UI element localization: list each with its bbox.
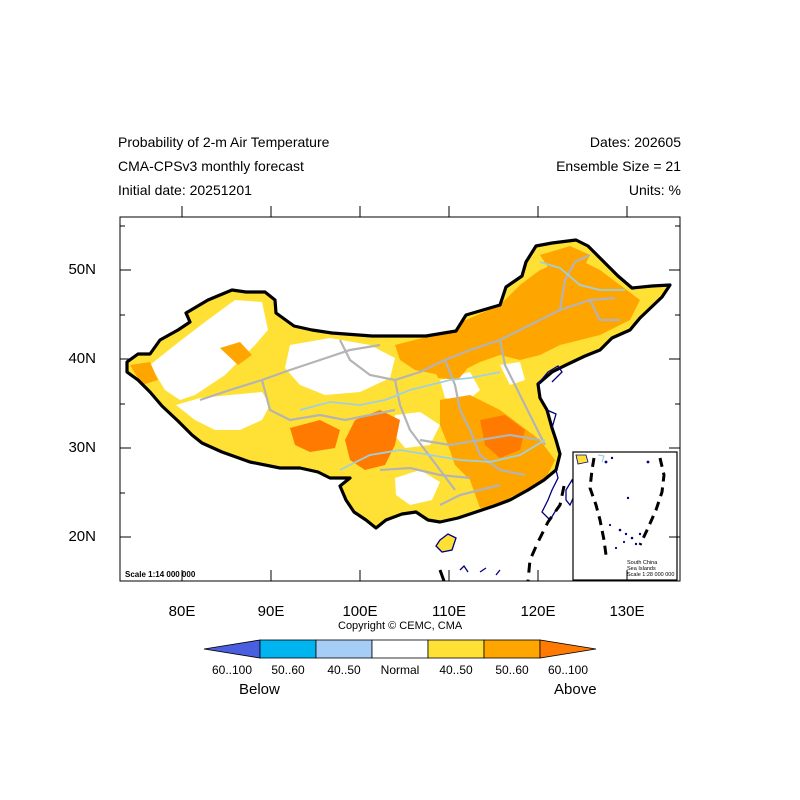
fill-darkorange-tibet bbox=[345, 410, 400, 470]
island bbox=[634, 542, 638, 546]
y-tick-label: 20N bbox=[68, 528, 96, 545]
fill-white-sichuan bbox=[392, 412, 440, 448]
title-line-2: CMA-CPSv3 monthly forecast bbox=[118, 158, 304, 174]
inset-label-line1: South China bbox=[627, 560, 658, 566]
legend-label: 60..100 bbox=[211, 663, 253, 677]
province-lines bbox=[199, 254, 620, 506]
island bbox=[624, 532, 628, 536]
river-line bbox=[339, 439, 546, 471]
province-line bbox=[199, 343, 381, 402]
legend-label: 50..60 bbox=[495, 663, 529, 677]
river-line bbox=[299, 371, 501, 411]
fill-orange-nw bbox=[220, 342, 252, 365]
province-line bbox=[558, 254, 591, 311]
fill-orange-south bbox=[470, 470, 520, 508]
legend-swatch-above-50-60 bbox=[483, 639, 541, 659]
x-tick-label: 80E bbox=[168, 603, 196, 620]
island bbox=[604, 460, 608, 464]
legend-label: 40..50 bbox=[439, 663, 473, 677]
coast-line bbox=[546, 409, 557, 429]
x-tick-label: 110E bbox=[432, 603, 466, 620]
dates-label: Dates: 202605 bbox=[589, 134, 681, 150]
province-line bbox=[498, 339, 546, 446]
province-line bbox=[589, 299, 620, 322]
coast-line bbox=[537, 365, 563, 385]
legend-swatch-above-60-100 bbox=[539, 639, 597, 659]
inset-frame bbox=[572, 451, 678, 581]
legend-above-word: Above bbox=[554, 681, 597, 698]
legend-label: 50..60 bbox=[271, 663, 305, 677]
legend-colorbar bbox=[203, 639, 597, 659]
legend-below-word: Below bbox=[239, 681, 280, 698]
fill-orange-far-west bbox=[130, 362, 158, 385]
river-lines bbox=[299, 261, 625, 471]
title-line-1: Probability of 2-m Air Temperature bbox=[118, 134, 330, 150]
fill-orange-north bbox=[395, 260, 640, 375]
legend-swatch-below-40-50 bbox=[315, 639, 373, 659]
sea-boundary-dash bbox=[438, 569, 446, 582]
province-line bbox=[439, 483, 501, 506]
inset-river-fragment bbox=[597, 454, 605, 463]
legend-swatch-normal bbox=[371, 639, 429, 659]
fill-white-tarim bbox=[176, 392, 270, 430]
units-label: Units: % bbox=[628, 182, 681, 198]
inset-coast-fragment bbox=[575, 454, 589, 465]
legend-label: 40..50 bbox=[327, 663, 361, 677]
hainan-island bbox=[435, 533, 457, 553]
coast-line bbox=[459, 564, 501, 576]
fill-orange-heilongjiang bbox=[540, 246, 590, 278]
legend-label: Normal bbox=[380, 663, 420, 677]
province-line bbox=[419, 433, 541, 447]
sea-boundary-dash bbox=[526, 485, 566, 581]
axis-ticks bbox=[120, 206, 680, 581]
y-tick-label: 50N bbox=[68, 261, 96, 278]
inset-label-line3: Scale 1:28 000 000 bbox=[627, 572, 675, 578]
x-tick-label: 130E bbox=[609, 603, 645, 620]
island bbox=[618, 528, 622, 532]
x-tick-label: 120E bbox=[520, 603, 556, 620]
island bbox=[610, 456, 614, 460]
island bbox=[622, 540, 626, 544]
title-line-3: Initial date: 20251201 bbox=[118, 182, 252, 198]
fill-white-xinjiang bbox=[150, 300, 268, 400]
island bbox=[626, 496, 630, 500]
province-line bbox=[393, 379, 456, 491]
province-line bbox=[379, 466, 471, 480]
ensemble-size-label: Ensemble Size = 21 bbox=[556, 158, 681, 174]
y-tick-label: 40N bbox=[68, 350, 96, 367]
inset-dash-line bbox=[638, 457, 666, 546]
scale-label: Scale 1:14 000 000 bbox=[125, 570, 196, 579]
national-border bbox=[125, 238, 672, 530]
legend-swatch-below-50-60 bbox=[259, 639, 317, 659]
copyright-label: Copyright © CEMC, CMA bbox=[338, 620, 463, 632]
fill-orange-central bbox=[430, 352, 470, 380]
river-line bbox=[539, 261, 625, 291]
fill-white-qinghai bbox=[285, 338, 395, 395]
inset-dashes bbox=[588, 457, 666, 556]
legend-swatch-below-60-100 bbox=[203, 639, 261, 659]
province-line bbox=[443, 359, 526, 477]
inset-label-line2: Sea Islands bbox=[627, 566, 656, 572]
x-tick-label: 100E bbox=[342, 603, 378, 620]
island bbox=[614, 546, 618, 550]
island bbox=[608, 523, 612, 527]
legend-swatch-above-40-50 bbox=[427, 639, 485, 659]
fill-darkorange-west bbox=[290, 420, 340, 452]
inset-islands bbox=[604, 456, 650, 550]
province-line bbox=[339, 296, 616, 382]
y-tick-label: 30N bbox=[68, 439, 96, 456]
island bbox=[638, 532, 642, 536]
inset-dash-line bbox=[588, 457, 608, 556]
x-tick-label: 90E bbox=[257, 603, 285, 620]
island bbox=[630, 536, 634, 540]
province-line bbox=[260, 379, 396, 422]
fill-white-yunnan bbox=[395, 470, 440, 505]
legend-label: 60..100 bbox=[547, 663, 589, 677]
island bbox=[646, 460, 650, 464]
